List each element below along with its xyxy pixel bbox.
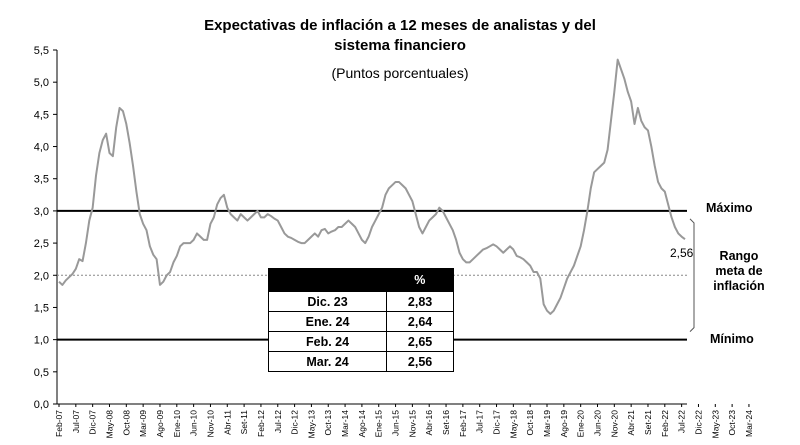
x-tick-label: Jun-20	[592, 410, 602, 436]
stats-table-row: Feb. 24 2,65	[267, 331, 454, 352]
end-value-label: 2,56	[670, 246, 694, 260]
x-tick-label: Ene-20	[576, 410, 586, 438]
x-tick-label: Abr-21	[626, 410, 636, 436]
stats-value: 2,56	[386, 351, 454, 372]
x-tick-label: Set-16	[441, 410, 451, 435]
range-bracket	[689, 218, 695, 332]
x-tick-label: Set-21	[643, 410, 653, 435]
y-tick-label: 3,5	[34, 174, 49, 186]
chart-title-line-2: sistema financiero	[334, 37, 466, 54]
x-tick-label: Abr-16	[424, 410, 434, 436]
x-tick-label: May-13	[306, 410, 316, 439]
x-tick-label: Set-11	[239, 410, 249, 435]
y-tick-label: 0,0	[34, 399, 49, 411]
stats-table-row: Ene. 24 2,64	[267, 311, 454, 332]
stats-value: 2,64	[386, 311, 454, 332]
stats-period: Ene. 24	[267, 311, 388, 332]
x-tick-label: Dic-22	[693, 410, 703, 435]
x-tick-label: Jul-07	[71, 410, 81, 433]
stats-value: 2,65	[386, 331, 454, 352]
y-tick-label: 4,5	[34, 109, 49, 121]
range-label-line-2: meta de	[715, 264, 763, 278]
x-tick-label: Dic-17	[492, 410, 502, 435]
x-tick-label: Abr-11	[222, 410, 232, 435]
stats-period: Mar. 24	[267, 351, 388, 372]
stats-table-row: Mar. 24 2,56	[267, 351, 454, 372]
x-tick-label: Dic-12	[290, 410, 300, 435]
y-tick-label: 4,0	[34, 142, 49, 154]
x-tick-label: Oct-13	[323, 410, 333, 436]
x-tick-label: Mar-24	[744, 410, 754, 437]
x-tick-label: Nov-20	[609, 410, 619, 438]
y-tick-label: 5,0	[34, 77, 49, 89]
x-tick-label: Jul-17	[475, 410, 485, 433]
x-tick-label: Nov-10	[205, 410, 215, 438]
x-tick-label: Feb-17	[458, 410, 468, 437]
stats-table: % Dic. 23 2,83 Ene. 24 2,64 Feb. 24 2,65…	[267, 268, 454, 372]
x-tick-label: May-08	[104, 410, 114, 439]
stats-header-percent: %	[386, 268, 454, 292]
y-tick-label: 3,0	[34, 206, 49, 218]
x-tick-label: May-18	[508, 410, 518, 439]
x-tick-label: Ene-15	[374, 410, 384, 438]
min-label: Mínimo	[710, 332, 754, 346]
x-tick-label: Oct-23	[727, 410, 737, 436]
x-tick-label: Ago-19	[559, 410, 569, 438]
x-tick-label: Feb-12	[256, 410, 266, 437]
y-tick-label: 1,5	[34, 302, 49, 314]
range-label-line-1: Rango	[719, 249, 759, 263]
x-tick-label: Ene-10	[172, 410, 182, 438]
x-tick-label: Ago-09	[155, 410, 165, 438]
stats-header-period	[268, 268, 387, 292]
stats-period: Feb. 24	[267, 331, 388, 352]
x-tick-label: Jun-10	[189, 410, 199, 436]
x-tick-label: Jul-22	[677, 410, 687, 433]
max-label: Máximo	[706, 201, 753, 215]
y-tick-label: 1,0	[34, 335, 49, 347]
x-tick-label: Mar-19	[542, 410, 552, 437]
y-tick-label: 5,5	[34, 45, 49, 57]
x-tick-label: Nov-15	[407, 410, 417, 438]
x-tick-label: Mar-14	[340, 410, 350, 437]
range-label-line-3: inflación	[713, 279, 765, 293]
stats-value: 2,83	[386, 291, 454, 312]
y-tick-label: 2,5	[34, 238, 49, 250]
x-tick-label: May-23	[710, 410, 720, 439]
y-tick-label: 2,0	[34, 270, 49, 282]
x-tick-label: Dic-07	[88, 410, 98, 435]
x-tick-label: Feb-07	[54, 410, 64, 437]
x-tick-label: Jun-15	[391, 410, 401, 436]
stats-table-row: Dic. 23 2,83	[267, 291, 454, 312]
range-label: Rango meta de inflación	[709, 249, 769, 294]
stats-period: Dic. 23	[267, 291, 388, 312]
stats-table-header: %	[268, 268, 454, 292]
x-tick-label: Mar-09	[138, 410, 148, 437]
chart-subtitle: (Puntos porcentuales)	[331, 65, 469, 81]
x-tick-label: Feb-22	[660, 410, 670, 437]
chart-title-line-1: Expectativas de inflación a 12 meses de …	[204, 17, 596, 34]
x-tick-label: Oct-08	[121, 410, 131, 436]
x-tick-label: Oct-18	[525, 410, 535, 436]
inflation-expectations-line	[58, 58, 686, 315]
y-tick-label: 0,5	[34, 367, 49, 379]
x-tick-label: Jul-12	[273, 410, 283, 433]
x-tick-label: Ago-14	[357, 410, 367, 438]
